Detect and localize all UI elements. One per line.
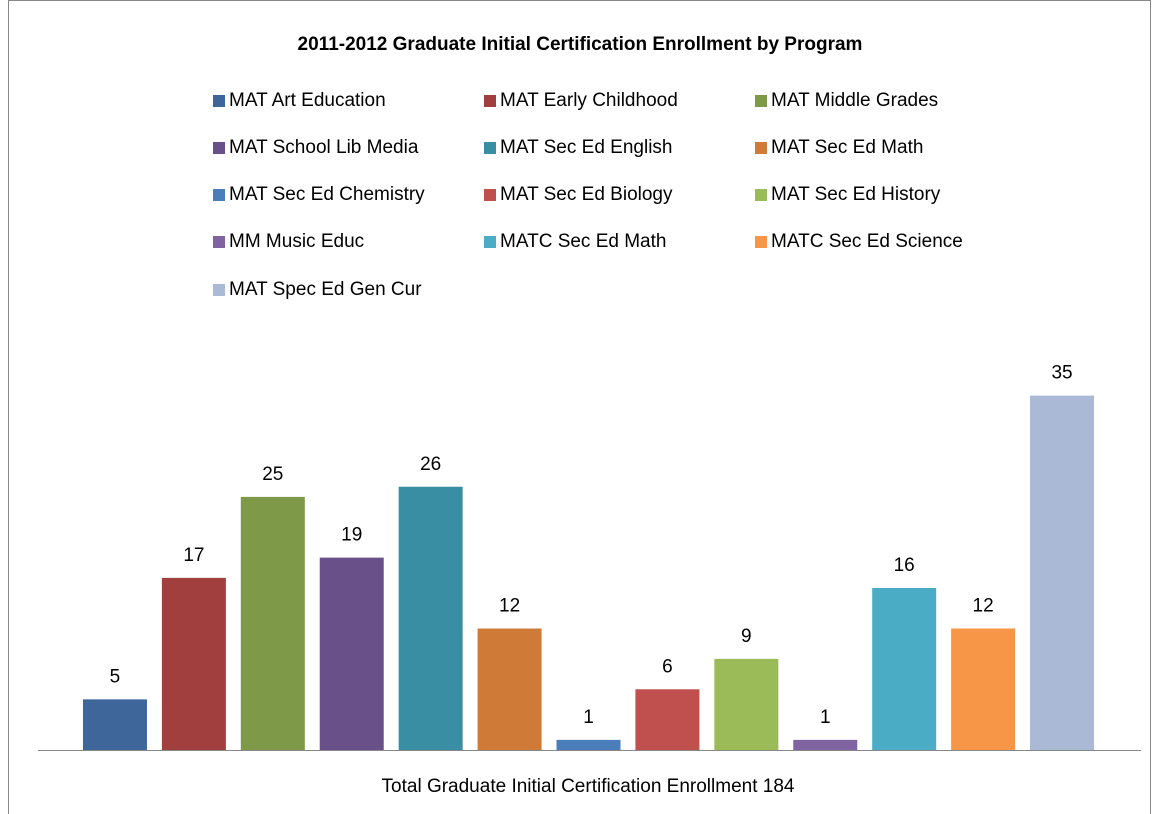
data-label: 35: [1051, 363, 1072, 384]
legend-swatch: [213, 189, 225, 201]
data-label: 12: [973, 596, 994, 617]
legend-swatch: [484, 95, 496, 107]
bar: [161, 577, 226, 750]
x-axis-title: Total Graduate Initial Certification Enr…: [382, 776, 795, 797]
legend-label: MAT Sec Ed Math: [771, 137, 923, 158]
legend-swatch: [213, 284, 225, 296]
bar: [82, 699, 147, 750]
legend-swatch: [484, 236, 496, 248]
bar: [477, 628, 542, 750]
legend-label: MAT Sec Ed Chemistry: [229, 184, 425, 205]
data-label: 5: [110, 666, 121, 687]
legend-swatch: [213, 142, 225, 154]
bar: [635, 689, 700, 750]
data-label: 17: [183, 545, 204, 566]
legend-label: MAT Art Education: [229, 90, 386, 111]
data-label: 1: [583, 707, 594, 728]
bar: [793, 739, 858, 750]
data-label: 6: [662, 656, 673, 677]
data-label: 12: [499, 596, 520, 617]
legend-swatch: [755, 95, 767, 107]
legend-swatch: [484, 189, 496, 201]
legend-swatch: [755, 236, 767, 248]
legend-label: MAT School Lib Media: [229, 137, 419, 158]
bar: [240, 496, 305, 750]
legend-swatch: [213, 236, 225, 248]
legend-swatch: [755, 189, 767, 201]
bar: [398, 486, 463, 750]
data-label: 9: [741, 626, 752, 647]
data-label: 16: [894, 555, 915, 576]
legend-label: MATC Sec Ed Science: [771, 231, 963, 252]
chart-title: 2011-2012 Graduate Initial Certification…: [298, 34, 863, 55]
data-label: 25: [262, 464, 283, 485]
legend-label: MM Music Educ: [229, 231, 364, 252]
data-label: 1: [820, 707, 831, 728]
data-label: 19: [341, 525, 362, 546]
legend-label: MAT Spec Ed Gen Cur: [229, 279, 422, 300]
bar: [951, 628, 1016, 750]
legend-swatch: [484, 142, 496, 154]
bar: [556, 739, 621, 750]
bar: [714, 658, 779, 750]
bar: [319, 557, 384, 750]
legend-label: MAT Early Childhood: [500, 90, 678, 111]
legend-label: MATC Sec Ed Math: [500, 231, 666, 252]
legend-swatch: [213, 95, 225, 107]
data-label: 26: [420, 454, 441, 475]
bar: [1030, 395, 1095, 750]
bar: [872, 588, 937, 750]
legend-label: MAT Sec Ed History: [771, 184, 941, 205]
legend-label: MAT Middle Grades: [771, 90, 938, 111]
legend-swatch: [755, 142, 767, 154]
legend-label: MAT Sec Ed English: [500, 137, 672, 158]
legend-label: MAT Sec Ed Biology: [500, 184, 673, 205]
